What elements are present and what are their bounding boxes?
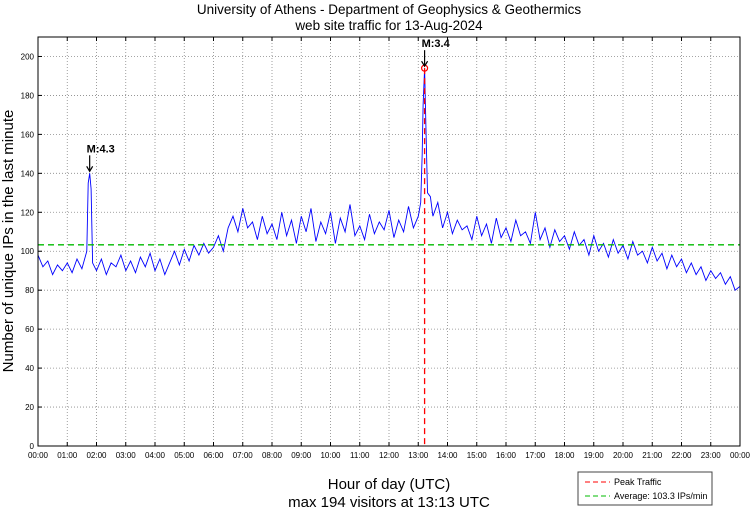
- x-tick-label: 07:00: [233, 451, 254, 460]
- x-tick-label: 11:00: [350, 451, 370, 460]
- x-tick-label: 14:00: [437, 451, 458, 460]
- traffic-series-line: [37, 68, 741, 291]
- x-tick-label: 05:00: [174, 451, 195, 460]
- y-tick-label: 40: [25, 364, 34, 373]
- y-tick-label: 180: [21, 91, 35, 100]
- x-tick-label: 01:00: [57, 451, 78, 460]
- y-tick-label: 200: [21, 52, 35, 61]
- x-tick-label: 19:00: [584, 451, 605, 460]
- legend: Peak Traffic Average: 103.3 IPs/min: [577, 471, 713, 506]
- legend-average-label: Average: 103.3 IPs/min: [614, 491, 707, 501]
- max-visitors-caption: max 194 visitors at 13:13 UTC: [288, 494, 490, 511]
- x-tick-label: 13:00: [408, 451, 429, 460]
- x-tick-label: 06:00: [203, 451, 224, 460]
- legend-peak-label: Peak Traffic: [614, 477, 662, 487]
- x-tick-label: 10:00: [320, 451, 341, 460]
- x-tick-label: 23:00: [701, 451, 722, 460]
- axis-ticks: 0 20 40 60 80 100 120 140 160 180 200 00:00 01:00 02:…: [21, 37, 750, 460]
- x-tick-label: 17:00: [525, 451, 546, 460]
- y-axis-label: Number of unique IPs in the last minute: [0, 110, 17, 373]
- x-axis-label: Hour of day (UTC): [328, 476, 451, 493]
- y-tick-label: 20: [25, 403, 34, 412]
- y-tick-label: 80: [25, 286, 34, 295]
- chart-title-line1: University of Athens - Department of Geo…: [197, 2, 581, 17]
- annotation-label: M:3.4: [422, 38, 451, 50]
- x-tick-label: 00:00: [28, 451, 49, 460]
- x-tick-label: 12:00: [379, 451, 400, 460]
- annotation-label: M:4.3: [87, 143, 115, 155]
- y-tick-label: 100: [21, 247, 35, 256]
- annotation-arrowhead-icon: [421, 60, 429, 68]
- x-tick-label: 15:00: [467, 451, 488, 460]
- x-tick-label: 02:00: [86, 451, 107, 460]
- y-tick-label: 140: [21, 169, 35, 178]
- x-tick-label: 18:00: [554, 451, 575, 460]
- grid: [38, 37, 740, 446]
- x-tick-label: 04:00: [145, 451, 166, 460]
- y-tick-label: 60: [25, 325, 34, 334]
- plot-frame: [37, 36, 741, 447]
- annotation-arrowhead-icon: [86, 166, 94, 173]
- x-tick-label: 16:00: [496, 451, 517, 460]
- y-tick-label: 160: [21, 130, 35, 139]
- x-tick-label: 08:00: [262, 451, 283, 460]
- x-tick-label: 00:00: [730, 451, 750, 460]
- y-tick-label: 0: [30, 442, 35, 451]
- x-tick-label: 22:00: [671, 451, 692, 460]
- legend-box: [577, 471, 713, 506]
- chart-title-line2: web site traffic for 13-Aug-2024: [294, 18, 483, 33]
- x-tick-label: 20:00: [613, 451, 634, 460]
- x-tick-label: 09:00: [291, 451, 312, 460]
- x-tick-label: 21:00: [642, 451, 663, 460]
- y-tick-label: 120: [21, 208, 35, 217]
- x-tick-label: 03:00: [116, 451, 137, 460]
- plot-marks: M:4.3 M:3.4: [37, 38, 741, 446]
